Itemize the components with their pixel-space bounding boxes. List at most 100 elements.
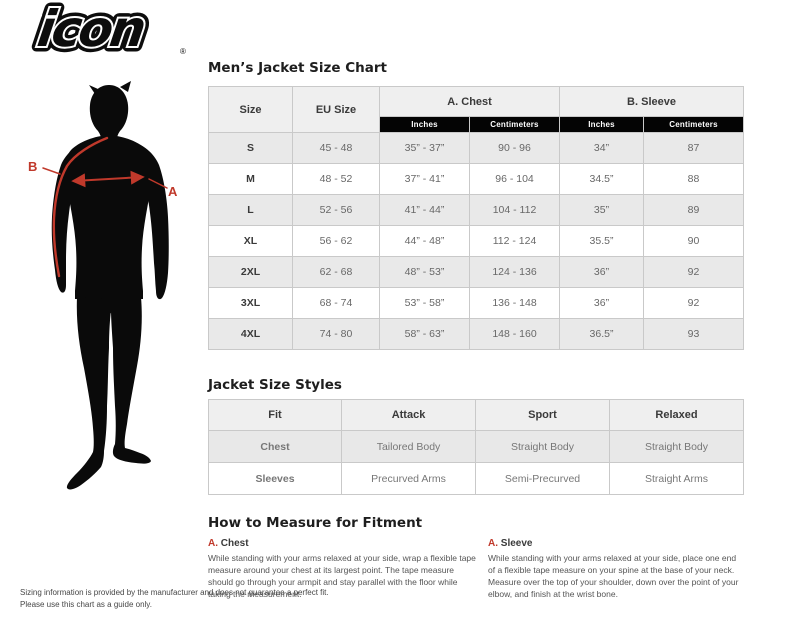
fit-value-cell: Straight Body bbox=[475, 430, 610, 463]
registered-mark: ® bbox=[180, 47, 186, 56]
eu-size-cell: 74 - 80 bbox=[292, 318, 380, 350]
chest-inches-header: Inches bbox=[379, 116, 470, 133]
sleeve-inches-cell: 34.5” bbox=[559, 163, 644, 195]
logo-text-outline: icon bbox=[34, 2, 147, 58]
size-chart-table: Size EU Size A. Chest B. Sleeve Inches C… bbox=[208, 86, 745, 350]
sleeve-centimeters-header: Centimeters bbox=[642, 116, 745, 133]
size-cell: 3XL bbox=[208, 287, 293, 319]
styles-header-cell: Relaxed bbox=[609, 399, 744, 431]
sleeve-inches-cell: 36” bbox=[559, 287, 644, 319]
sleeve-measure-line bbox=[52, 136, 109, 278]
chest-inches-cell: 48” - 53” bbox=[379, 256, 470, 288]
measure-chest-text: While standing with your arms relaxed at… bbox=[208, 553, 476, 600]
sleeve-centimeters-cell: 87 bbox=[642, 132, 745, 164]
fitment-figure: B A bbox=[8, 58, 208, 525]
fit-label-cell: Sleeves bbox=[208, 462, 342, 495]
sleeve-inches-cell: 35” bbox=[559, 194, 644, 226]
styles-table-body: Chest Tailored Body Straight Body Straight … bbox=[208, 430, 744, 495]
size-chart-row: M 48 - 52 37” - 41” 96 - 104 34.5” 88 bbox=[208, 163, 745, 195]
size-cell: 4XL bbox=[208, 318, 293, 350]
male-silhouette bbox=[51, 81, 169, 490]
chest-centimeters-cell: 124 - 136 bbox=[469, 256, 560, 288]
eu-size-cell: 62 - 68 bbox=[292, 256, 380, 288]
a-label-pointer bbox=[148, 178, 168, 189]
sleeve-centimeters-cell: 92 bbox=[642, 256, 745, 288]
measure-chest-letter: A. bbox=[208, 538, 218, 549]
sizing-disclaimer: Sizing information is provided by the ma… bbox=[20, 587, 329, 612]
size-chart-row: S 45 - 48 35” - 37” 90 - 96 34” 87 bbox=[208, 132, 745, 164]
sleeve-centimeters-cell: 93 bbox=[642, 318, 745, 350]
sleeve-inches-cell: 36” bbox=[559, 256, 644, 288]
size-cell: XL bbox=[208, 225, 293, 257]
eu-size-cell: 52 - 56 bbox=[292, 194, 380, 226]
chest-centimeters-cell: 112 - 124 bbox=[469, 225, 560, 257]
chest-inches-cell: 44” - 48” bbox=[379, 225, 470, 257]
styles-header-cell: Sport bbox=[475, 399, 610, 431]
styles-header-cell: Fit bbox=[208, 399, 342, 431]
chest-centimeters-cell: 148 - 160 bbox=[469, 318, 560, 350]
measure-instructions: A. Chest While standing with your arms r… bbox=[208, 538, 743, 600]
chest-inches-cell: 35” - 37” bbox=[379, 132, 470, 164]
logo-text-inline: icon bbox=[34, 2, 147, 58]
measure-chest-name: Chest bbox=[220, 538, 249, 549]
chest-group-header: A. Chest bbox=[379, 86, 560, 117]
icon-logo-graphic: icon icon icon ® bbox=[29, 0, 186, 63]
sleeve-group-header: B. Sleeve bbox=[558, 86, 745, 117]
size-chart-row: XL 56 - 62 44” - 48” 112 - 124 35.5” 90 bbox=[208, 225, 745, 257]
size-cell: 2XL bbox=[208, 256, 293, 288]
fit-value-cell: Straight Body bbox=[609, 430, 744, 463]
fit-value-cell: Semi-Precurved bbox=[475, 462, 610, 495]
size-chart-row: 3XL 68 - 74 53” - 58” 136 - 148 36” 92 bbox=[208, 287, 745, 319]
sleeve-centimeters-cell: 90 bbox=[642, 225, 745, 257]
fit-value-cell: Precurved Arms bbox=[341, 462, 476, 495]
styles-table-title: Jacket Size Styles bbox=[208, 377, 342, 393]
measure-sleeve-block: A. Sleeve While standing with your arms … bbox=[488, 538, 743, 600]
jacket-styles-table: Fit Attack Sport Relaxed Chest Tailored Body… bbox=[208, 399, 744, 495]
fit-label-cell: Chest bbox=[208, 430, 342, 463]
chest-inches-cell: 37” - 41” bbox=[379, 163, 470, 195]
size-cell: S bbox=[208, 132, 293, 164]
measure-section-title: How to Measure for Fitment bbox=[208, 515, 423, 531]
eu-size-cell: 48 - 52 bbox=[292, 163, 380, 195]
chest-centimeters-cell: 104 - 112 bbox=[469, 194, 560, 226]
size-chart-row: 2XL 62 - 68 48” - 53” 124 - 136 36” 92 bbox=[208, 256, 745, 288]
styles-header-cell: Attack bbox=[341, 399, 476, 431]
styles-table-row: Sleeves Precurved Arms Semi-Precurved Strai… bbox=[208, 462, 744, 495]
measure-label-a: A bbox=[168, 184, 178, 199]
eu-size-column-header: EU Size bbox=[292, 86, 380, 133]
sleeve-inches-header: Inches bbox=[559, 116, 644, 133]
styles-table-row: Chest Tailored Body Straight Body Straight … bbox=[208, 430, 744, 463]
measure-chest-heading: A. Chest bbox=[208, 538, 478, 549]
chest-centimeters-cell: 96 - 104 bbox=[469, 163, 560, 195]
chest-inches-cell: 41” - 44” bbox=[379, 194, 470, 226]
measure-chest-block: A. Chest While standing with your arms r… bbox=[208, 538, 478, 600]
brand-logo: icon icon icon ® bbox=[20, 0, 195, 63]
size-chart-header-row: Size EU Size A. Chest B. Sleeve bbox=[208, 86, 745, 133]
size-cell: L bbox=[208, 194, 293, 226]
size-chart-row: 4XL 74 - 80 58” - 63” 148 - 160 36.5” 93 bbox=[208, 318, 745, 350]
disclaimer-line-2: Please use this chart as a guide only. bbox=[20, 600, 152, 610]
eu-size-cell: 45 - 48 bbox=[292, 132, 380, 164]
disclaimer-line-1: Sizing information is provided by the ma… bbox=[20, 588, 329, 597]
size-cell: M bbox=[208, 163, 293, 195]
size-chart-row: L 52 - 56 41” - 44” 104 - 112 35” 89 bbox=[208, 194, 745, 226]
measure-sleeve-letter: A. bbox=[488, 538, 498, 549]
male-silhouette-graphic: B A bbox=[28, 81, 178, 490]
b-label-pointer bbox=[42, 167, 61, 175]
sleeve-inches-cell: 35.5” bbox=[559, 225, 644, 257]
size-chart-subheader-row: Inches Centimeters Inches Centimeters bbox=[209, 116, 745, 133]
chest-inches-cell: 58” - 63” bbox=[379, 318, 470, 350]
measure-sleeve-name: Sleeve bbox=[500, 538, 533, 549]
eu-size-cell: 56 - 62 bbox=[292, 225, 380, 257]
size-column-header: Size bbox=[208, 86, 293, 133]
measure-label-b: B bbox=[28, 159, 37, 174]
fit-value-cell: Tailored Body bbox=[341, 430, 476, 463]
measure-sleeve-heading: A. Sleeve bbox=[488, 538, 743, 549]
measure-sleeve-text: While standing with your arms relaxed at… bbox=[488, 553, 739, 600]
sleeve-inches-cell: 34” bbox=[559, 132, 644, 164]
sleeve-centimeters-cell: 88 bbox=[642, 163, 745, 195]
styles-header-row: Fit Attack Sport Relaxed bbox=[208, 399, 744, 431]
eu-size-cell: 68 - 74 bbox=[292, 287, 380, 319]
chest-inches-cell: 53” - 58” bbox=[379, 287, 470, 319]
sleeve-inches-cell: 36.5” bbox=[559, 318, 644, 350]
